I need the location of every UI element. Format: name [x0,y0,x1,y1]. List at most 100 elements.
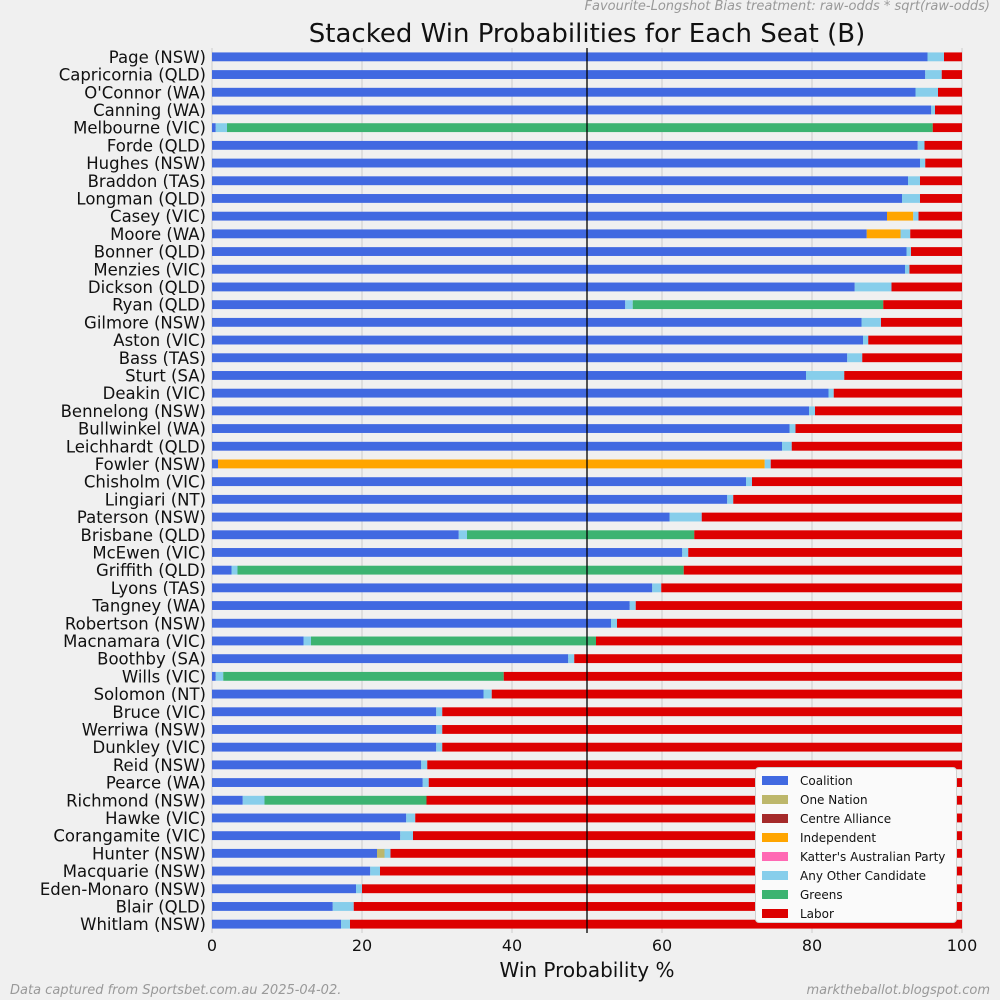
seat-label: Hawke (VIC) [105,809,206,828]
bar-segment [815,406,962,416]
bar-segment [212,866,371,876]
seat-label: Sturt (SA) [125,366,206,385]
bar-segment [212,406,809,416]
seat-label: Reid (NSW) [113,756,206,775]
bar-segment [215,123,227,133]
legend-label: Greens [800,887,843,902]
bar-segment [212,477,746,487]
bar-segment [833,388,962,398]
legend-label: Katter's Australian Party [800,849,946,864]
legend-label: Centre Alliance [800,811,892,826]
seat-label: Fowler (NSW) [95,455,206,474]
bar-segment [891,282,962,292]
bars-group [212,52,962,929]
seat-label: O'Connor (WA) [84,83,206,102]
legend-swatch [762,776,788,785]
bar-segment [467,530,695,540]
bar-segment [227,123,933,133]
legend-swatch [762,890,788,899]
seat-label: Hughes (NSW) [86,154,206,173]
legend-item: Independent [762,828,956,847]
bar-segment [862,353,962,363]
bar-segment [863,335,869,345]
bar-segment [925,70,942,79]
bar-segment [924,140,962,150]
bar-segment [920,176,962,186]
x-axis-label: Win Probability % [499,958,674,982]
bar-segment [568,654,575,664]
bar-segment [727,494,734,504]
legend-swatch [762,852,788,861]
bar-segment [906,247,911,256]
bar-segment [212,689,484,699]
bar-segment [688,548,962,557]
seat-label: Page (NSW) [109,48,206,67]
bar-segment [212,760,422,770]
bar-segment [350,919,962,929]
seat-label: Menzies (VIC) [93,260,206,279]
bar-segment [764,459,771,469]
bar-segment [828,388,834,398]
bar-segment [770,459,962,469]
bar-segment [925,158,962,168]
bar-segment [935,105,962,115]
seat-label: Corangamite (VIC) [53,827,206,846]
legend-item: Any Other Candidate [762,866,956,885]
bar-segment [661,583,962,593]
legend-item: One Nation [762,790,956,809]
bar-segment [264,795,427,805]
x-tick-label: 0 [207,936,217,955]
x-tick-label: 20 [352,936,372,955]
bar-segment [212,371,806,380]
bar-segment [415,813,962,823]
seat-label: Griffith (QLD) [96,561,206,580]
bar-segment [212,601,630,610]
bar-segment [908,176,920,186]
bar-segment [212,388,829,398]
seat-label: Bass (TAS) [119,349,206,368]
seat-label: Lingiari (NT) [105,490,206,509]
legend-swatch [762,814,788,823]
seat-label: Moore (WA) [110,225,206,244]
bar-segment [212,194,902,203]
bar-segment [791,441,962,451]
x-tick-label: 40 [502,936,522,955]
bar-segment [212,831,401,841]
bar-segment [911,247,962,256]
bar-segment [436,742,443,752]
legend-item: Coalition [762,771,956,790]
bar-segment [574,654,962,664]
bar-segment [212,123,216,133]
legend-label: Any Other Candidate [800,868,926,883]
seat-label: Dickson (QLD) [88,278,206,297]
bar-segment [635,601,962,610]
bar-segment [932,123,962,133]
bar-segment [905,264,910,274]
bar-segment [212,671,216,681]
bar-segment [223,671,504,681]
seat-label: Paterson (NSW) [77,508,206,527]
seat-label: Bruce (VIC) [112,703,206,722]
bar-segment [212,459,218,469]
seat-label: Tangney (WA) [91,597,206,616]
bar-segment [212,583,653,593]
bar-segment [212,636,304,646]
bar-segment [611,618,617,628]
bar-segment [390,848,962,858]
bar-segment [212,742,437,752]
seat-label: Boothby (SA) [97,650,206,669]
chart-legend: Coalition One Nation Centre Alliance Indepe… [755,767,957,923]
bar-segment [746,477,752,487]
seat-label: Chisholm (VIC) [84,473,206,492]
bar-segment [881,317,962,327]
seat-label: Brisbane (QLD) [81,526,206,545]
bar-segment [426,795,962,805]
bar-segment [427,760,962,770]
legend-swatch [762,909,788,918]
seat-label: Casey (VIC) [110,207,206,226]
bar-segment [596,636,962,646]
bar-segment [353,902,962,911]
bar-segment [212,795,243,805]
bar-segment [356,884,362,894]
bar-segment [237,565,684,575]
